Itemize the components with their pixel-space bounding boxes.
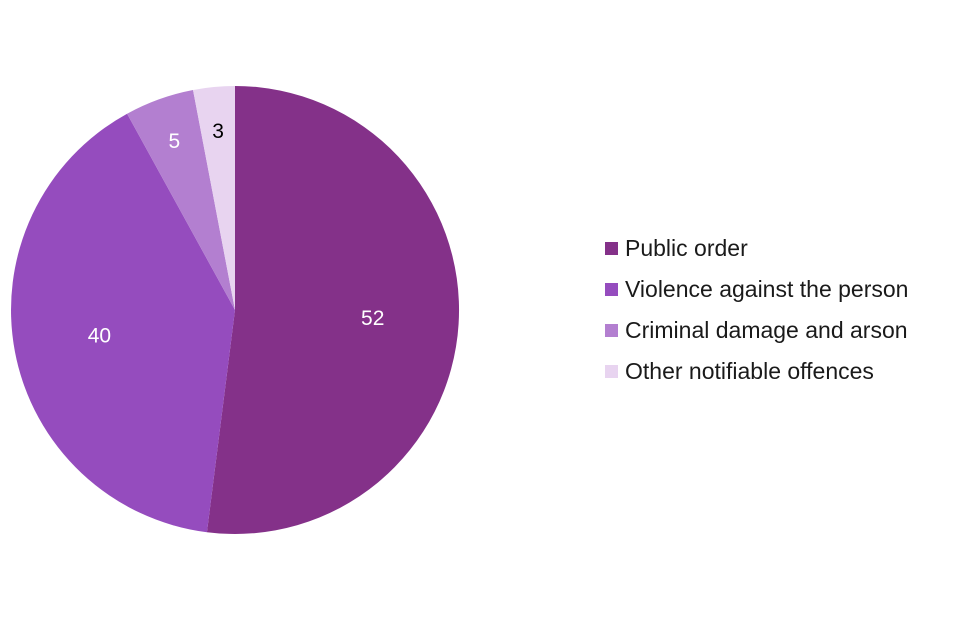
pie-slice-3 [127,89,235,310]
legend-label: Criminal damage and arson [625,317,908,343]
pie-slice-2 [11,113,235,533]
legend-item-1: Public order [605,228,908,269]
pie-slice-1 [206,85,460,534]
legend-swatch-icon [605,324,618,337]
slice-data-label-4: 3 [212,120,224,143]
legend-label: Violence against the person [625,276,909,302]
slice-data-label-3: 5 [168,130,180,153]
legend-item-3: Criminal damage and arson [605,310,908,351]
pie-slice-4 [193,86,235,310]
legend-item-4: Other notifiable offences [605,351,908,392]
legend-item-2: Violence against the person [605,269,908,310]
legend-swatch-icon [605,365,618,378]
chart-legend: Public order Violence against the person C… [605,228,908,392]
slice-data-label-2: 40 [88,324,111,347]
legend-swatch-icon [605,283,618,296]
legend-label: Public order [625,235,748,261]
legend-label: Other notifiable offences [625,358,874,384]
legend-swatch-icon [605,242,618,255]
slice-data-label-1: 52 [361,307,384,330]
